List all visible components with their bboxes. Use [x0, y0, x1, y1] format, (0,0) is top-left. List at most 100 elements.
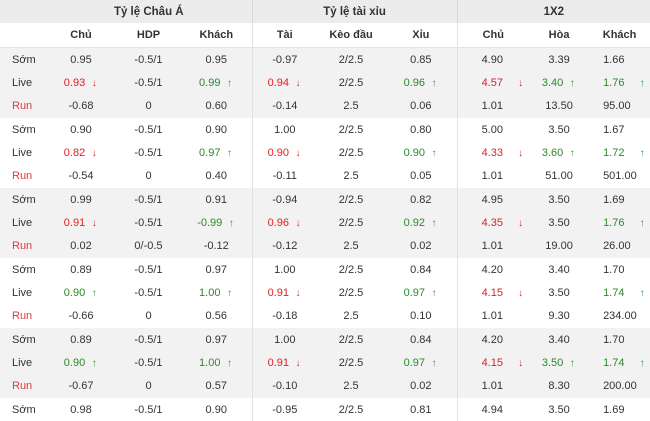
arrow-up-icon: ↑ — [568, 148, 576, 159]
odds-cell: 1.00 — [252, 258, 317, 281]
odds-value: 1.01 — [482, 310, 512, 322]
odds-cell: 0.05 — [385, 165, 457, 188]
odds-value: 0.85 — [410, 54, 431, 66]
row-label-live: Live — [0, 211, 46, 234]
odds-value: 1.66 — [603, 54, 633, 66]
odds-value: 1.01 — [482, 380, 512, 392]
odds-cell: -0.5/1 — [116, 281, 181, 304]
odds-cell: 0.82 — [385, 188, 457, 211]
odds-value: 3.39 — [548, 54, 569, 66]
odds-value: 1.69 — [603, 404, 633, 416]
odds-value: 4.57 — [482, 77, 512, 89]
odds-value: 0.97 — [404, 287, 425, 299]
arrow-up-icon: ↑ — [430, 358, 438, 369]
odds-value: -0.5/1 — [134, 404, 162, 416]
odds-cell: 0.99 — [46, 188, 116, 211]
odds-cell: 0.90↑ — [46, 281, 116, 304]
arrow-down-icon: ↓ — [294, 148, 302, 159]
odds-cell: 51.00 — [529, 165, 589, 188]
odds-value: -0.5/1 — [134, 77, 162, 89]
odds-cell: 2/2.5 — [317, 118, 385, 141]
odds-value: 2/2.5 — [339, 334, 363, 346]
odds-cell: 0.96↑ — [385, 71, 457, 94]
odds-cell: 3.50 — [529, 281, 589, 304]
arrow-down-icon: ↓ — [294, 78, 302, 89]
odds-value: 3.40 — [548, 334, 569, 346]
odds-cell: 1.76↑ — [589, 211, 650, 234]
odds-value: 0.98 — [70, 404, 91, 416]
odds-value: -0.5/1 — [134, 217, 162, 229]
odds-value: 1.00 — [274, 264, 295, 276]
odds-cell: 4.95 — [457, 188, 529, 211]
odds-value: 2.5 — [343, 100, 358, 112]
odds-value: 0.82 — [410, 194, 431, 206]
odds-value: 0.97 — [404, 357, 425, 369]
odds-value: 0.90 — [206, 404, 227, 416]
row-label-som: Sớm — [0, 188, 46, 211]
odds-value: 1.74 — [603, 287, 633, 299]
arrow-down-icon: ↓ — [517, 78, 525, 89]
header-spacer — [0, 23, 46, 48]
odds-cell: 2/2.5 — [317, 328, 385, 351]
odds-value: 0.96 — [404, 77, 425, 89]
odds-cell: 0.93↓ — [46, 71, 116, 94]
odds-cell: 1.01 — [457, 235, 529, 258]
odds-cell: 0.90↓ — [252, 141, 317, 164]
odds-value: -0.12 — [204, 240, 229, 252]
group-header-1x2: 1X2 — [457, 0, 650, 23]
odds-value: 0.97 — [199, 147, 220, 159]
odds-cell: -0.5/1 — [116, 188, 181, 211]
odds-cell: 0.89 — [46, 328, 116, 351]
odds-value: 0.05 — [410, 170, 431, 182]
odds-cell: -0.94 — [252, 188, 317, 211]
odds-cell: 1.67 — [589, 118, 650, 141]
odds-value: 2/2.5 — [339, 77, 363, 89]
odds-value: -0.94 — [272, 194, 297, 206]
row-label-som: Sớm — [0, 258, 46, 281]
odds-cell: 0.99↑ — [181, 71, 252, 94]
odds-cell: 0.95 — [46, 48, 116, 72]
odds-cell: 0.91 — [181, 188, 252, 211]
odds-value: 0.89 — [70, 264, 91, 276]
odds-value: 0.90 — [70, 124, 91, 136]
odds-value: 0 — [145, 170, 151, 182]
odds-cell: 2.5 — [317, 235, 385, 258]
odds-cell: 19.00 — [529, 235, 589, 258]
odds-value: 1.72 — [603, 147, 633, 159]
odds-value: 2/2.5 — [339, 264, 363, 276]
odds-cell: -0.5/1 — [116, 351, 181, 374]
odds-cell: 0.91↓ — [252, 281, 317, 304]
odds-value: 2/2.5 — [339, 287, 363, 299]
odds-value: 4.94 — [482, 404, 512, 416]
odds-cell: 1.66 — [589, 48, 650, 72]
odds-value: 1.00 — [199, 287, 220, 299]
odds-cell: 3.40↑ — [529, 71, 589, 94]
odds-value: 0.94 — [268, 77, 289, 89]
odds-value: 0.95 — [206, 54, 227, 66]
odds-value: 1.00 — [274, 124, 295, 136]
odds-value: 0.97 — [206, 264, 227, 276]
odds-value: 0.90 — [404, 147, 425, 159]
odds-value: 0.99 — [70, 194, 91, 206]
odds-value: 4.20 — [482, 334, 512, 346]
arrow-up-icon: ↑ — [430, 288, 438, 299]
arrow-up-icon: ↑ — [638, 148, 646, 159]
odds-cell: 0.97 ↑ — [385, 351, 457, 374]
odds-cell: 95.00 — [589, 95, 650, 118]
odds-cell: -0.5/1 — [116, 328, 181, 351]
odds-cell: 0.89 — [46, 258, 116, 281]
odds-cell: -0.18 — [252, 305, 317, 328]
odds-cell: 1.01 — [457, 165, 529, 188]
arrow-down-icon: ↓ — [294, 358, 302, 369]
arrow-down-icon: ↓ — [90, 78, 98, 89]
odds-value: 2/2.5 — [339, 147, 363, 159]
odds-value: 2.5 — [343, 380, 358, 392]
arrow-up-icon: ↑ — [225, 358, 233, 369]
col-header-line: Kèo đầu — [317, 23, 385, 48]
odds-cell: 1.70 — [589, 258, 650, 281]
